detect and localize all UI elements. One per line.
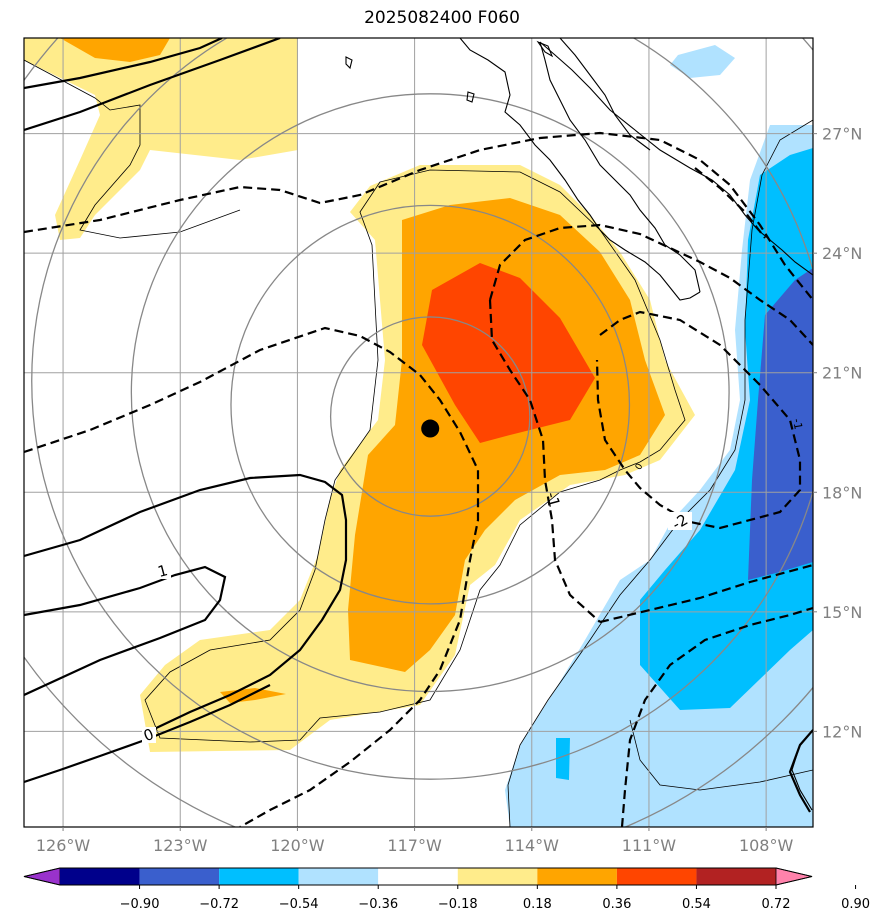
lat-tick-label-5: 27°N — [822, 125, 862, 144]
thin-outline-yellow-north — [24, 59, 241, 239]
coastline — [345, 38, 813, 811]
island-east — [536, 40, 554, 58]
lon-tick-label-5: 111°W — [622, 836, 677, 855]
solid-contour-1-lower — [24, 565, 227, 696]
range-ring-3 — [31, 38, 813, 780]
longitude-tick-labels: 126°W 123°W 120°W 117°W 114°W 111°W 108°W — [36, 827, 794, 855]
colorbar-extend-low — [23, 867, 61, 886]
lon-tick-label-6: 108°W — [739, 836, 794, 855]
dashed-contour-south-east — [599, 563, 813, 624]
lat-tick-label-1: 15°N — [822, 603, 862, 622]
dashed-contour-gulf — [694, 167, 766, 239]
colorbar-label-9: 0.90 — [841, 897, 870, 912]
colorbar-segment-0 — [60, 868, 140, 885]
island-north — [345, 56, 353, 70]
solid-contour-nw-1 — [24, 38, 223, 90]
island-small — [466, 91, 475, 103]
range-ring-0 — [329, 316, 531, 517]
colorbar-segment-5 — [457, 868, 538, 885]
range-ring-1 — [230, 204, 631, 605]
thin-contour-outlines — [24, 59, 813, 827]
negative-anomaly-light-blue-ne — [670, 45, 735, 78]
lon-tick-label-2: 120°W — [270, 836, 325, 855]
colorbar-extend-high — [775, 867, 813, 886]
thin-outline-blue-inner — [629, 719, 813, 791]
solid-contour-se — [788, 729, 813, 813]
colorbar-segment-4 — [378, 868, 458, 885]
lon-tick-label-4: 114°W — [505, 836, 560, 855]
colorbar-label-3: −0.36 — [358, 897, 398, 912]
contour-label-1: 1 — [156, 561, 170, 581]
map-plot-area: 1 0 -1 -2 -1 0 — [24, 38, 813, 827]
lat-tick-label-0: 12°N — [822, 722, 862, 741]
lon-tick-label-3: 117°W — [387, 836, 442, 855]
lat-tick-label-2: 18°N — [822, 483, 862, 502]
colorbar-segment-3 — [298, 868, 379, 885]
dashed-contour-mid — [24, 326, 480, 827]
contour-labels: 1 0 -1 -2 -1 0 — [141, 418, 805, 746]
colorbar: −0.90 −0.72 −0.54 −0.36 −0.18 0.18 0.36 0.54 0.7… — [23, 867, 870, 912]
contour-label-minus1-east: -1 — [790, 418, 805, 431]
solid-contours — [24, 38, 813, 813]
contour-label-0-small: 0 — [634, 462, 646, 472]
thin-outline-blue-east — [507, 119, 813, 827]
contour-label-minus1: -1 — [542, 490, 563, 509]
gulf-coast-inner — [559, 38, 651, 151]
lon-tick-label-0: 126°W — [36, 836, 91, 855]
negative-anomaly-royal-blue — [748, 268, 813, 580]
positive-anomaly-yellow-north — [24, 38, 298, 240]
colorbar-segment-6 — [537, 868, 617, 885]
positive-anomaly-orange-north — [60, 38, 170, 62]
lat-tick-label-4: 24°N — [822, 244, 862, 263]
range-rings — [24, 38, 813, 827]
colorbar-label-1: −0.72 — [199, 897, 239, 912]
storm-center-marker — [421, 419, 440, 438]
lat-tick-label-3: 21°N — [822, 364, 862, 383]
colorbar-label-7: 0.54 — [682, 897, 711, 912]
colorbar-label-2: −0.54 — [279, 897, 319, 912]
thin-outline-yellow-main — [144, 169, 686, 743]
latitude-tick-labels: 12°N 15°N 18°N 21°N 24°N 27°N — [813, 125, 862, 741]
dashed-contour-north — [24, 131, 813, 301]
negative-anomaly-deep-sky-small — [556, 738, 570, 780]
colorbar-label-8: 0.72 — [762, 897, 791, 912]
solid-contour-1-upper — [24, 473, 348, 731]
map-title: 2025082400 F060 — [364, 8, 520, 28]
graticule — [24, 38, 813, 827]
range-ring-2 — [130, 93, 730, 693]
colorbar-segment-1 — [139, 868, 220, 885]
colorbar-segment-7 — [616, 868, 697, 885]
colorbar-label-6: 0.36 — [602, 897, 631, 912]
positive-anomaly-red-core — [422, 263, 595, 443]
colorbar-label-0: −0.90 — [120, 897, 160, 912]
colorbar-label-4: −0.18 — [438, 897, 478, 912]
lon-tick-label-1: 123°W — [153, 836, 208, 855]
dashed-contour-minus1-drop — [488, 299, 601, 623]
map-frame — [23, 37, 814, 828]
dashed-contour-south — [620, 606, 813, 827]
dashed-contour-minus2 — [595, 310, 802, 530]
baja-california-west-coast — [459, 38, 701, 301]
baja-california-east-coast — [539, 41, 701, 293]
dashed-contours — [24, 131, 813, 827]
solid-contour-nw-2 — [24, 38, 281, 132]
colorbar-label-5: 0.18 — [523, 897, 552, 912]
colorbar-segment-8 — [696, 868, 776, 885]
colorbar-segment-2 — [219, 868, 299, 885]
